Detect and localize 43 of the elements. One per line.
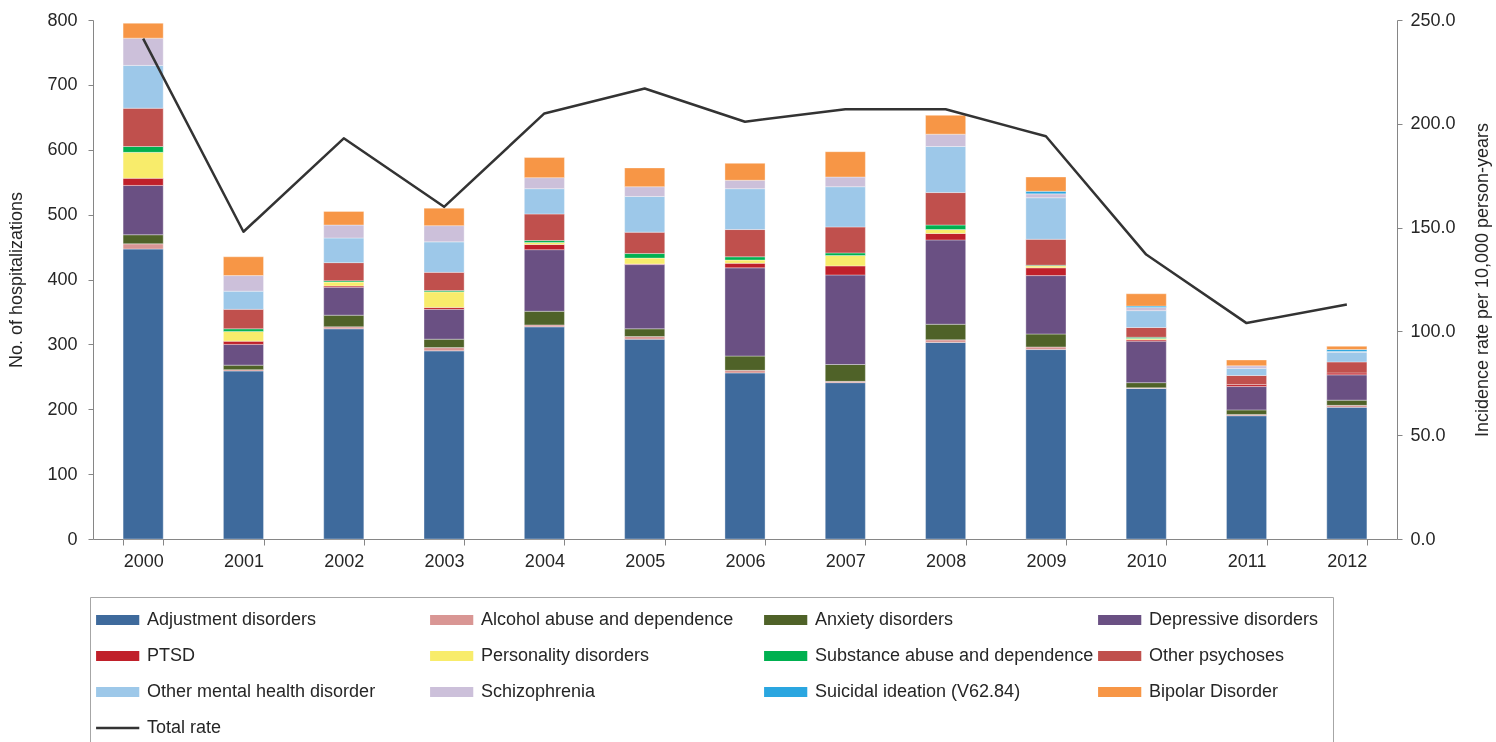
- legend-label: PTSD: [147, 645, 196, 665]
- legend-label: Schizophrenia: [481, 681, 597, 701]
- x-tick-label: 2004: [524, 550, 565, 571]
- legend-label: Bipolar Disorder: [1149, 681, 1279, 701]
- y-tick-label: 500: [47, 204, 78, 225]
- legend-label: Other psychoses: [1149, 645, 1285, 665]
- x-tick-label: 2011: [1227, 550, 1267, 571]
- x-tick-label: 2001: [223, 550, 264, 571]
- y2-tick-label: 0.0: [1410, 528, 1436, 549]
- y-tick-label: 400: [47, 269, 78, 289]
- y2-tick-label: 150.0: [1410, 217, 1456, 238]
- x-tick-label: 2005: [625, 550, 666, 571]
- y-tick-label: 800: [47, 9, 78, 30]
- x-tick-label: 2009: [1026, 550, 1067, 571]
- y-tick-label: 0: [67, 528, 78, 549]
- y-tick-label: 100: [47, 463, 78, 484]
- x-tick-label: 2010: [1126, 550, 1167, 571]
- x-tick-label: 2002: [324, 550, 365, 571]
- legend-label: Anxiety disorders: [815, 609, 954, 629]
- legend-label: Other mental health disorder: [147, 681, 376, 701]
- x-tick-label: 2012: [1327, 550, 1368, 571]
- legend-label: Substance abuse and dependence: [815, 645, 1094, 665]
- legend-label: Alcohol abuse and dependence: [481, 609, 734, 629]
- y-tick-label: 700: [47, 74, 78, 95]
- y-tick-label: 200: [47, 398, 78, 419]
- x-tick-label: 2003: [424, 550, 465, 571]
- x-tick-label: 2000: [123, 550, 164, 571]
- y2-axis-title: Incidence rate per 10,000 person-years: [1471, 122, 1492, 438]
- y2-tick-label: 250.0: [1410, 9, 1456, 30]
- y2-tick-label: 100.0: [1410, 320, 1456, 341]
- legend-label: Depressive disorders: [1149, 609, 1319, 629]
- legend-label: Total rate: [147, 717, 222, 737]
- legend-label: Personality disorders: [481, 645, 650, 665]
- y2-tick-label: 50.0: [1410, 424, 1446, 445]
- x-tick-label: 2006: [725, 550, 766, 571]
- legend-label: Adjustment disorders: [147, 609, 317, 629]
- y-axis-title: No. of hospitalizations: [6, 191, 27, 369]
- legend-label: Suicidal ideation (V62.84): [815, 681, 1021, 701]
- x-tick-label: 2008: [926, 550, 967, 571]
- y-tick-label: 600: [47, 139, 78, 160]
- y-tick-label: 300: [47, 333, 78, 354]
- x-tick-label: 2007: [825, 550, 866, 571]
- y2-tick-label: 200.0: [1410, 113, 1456, 134]
